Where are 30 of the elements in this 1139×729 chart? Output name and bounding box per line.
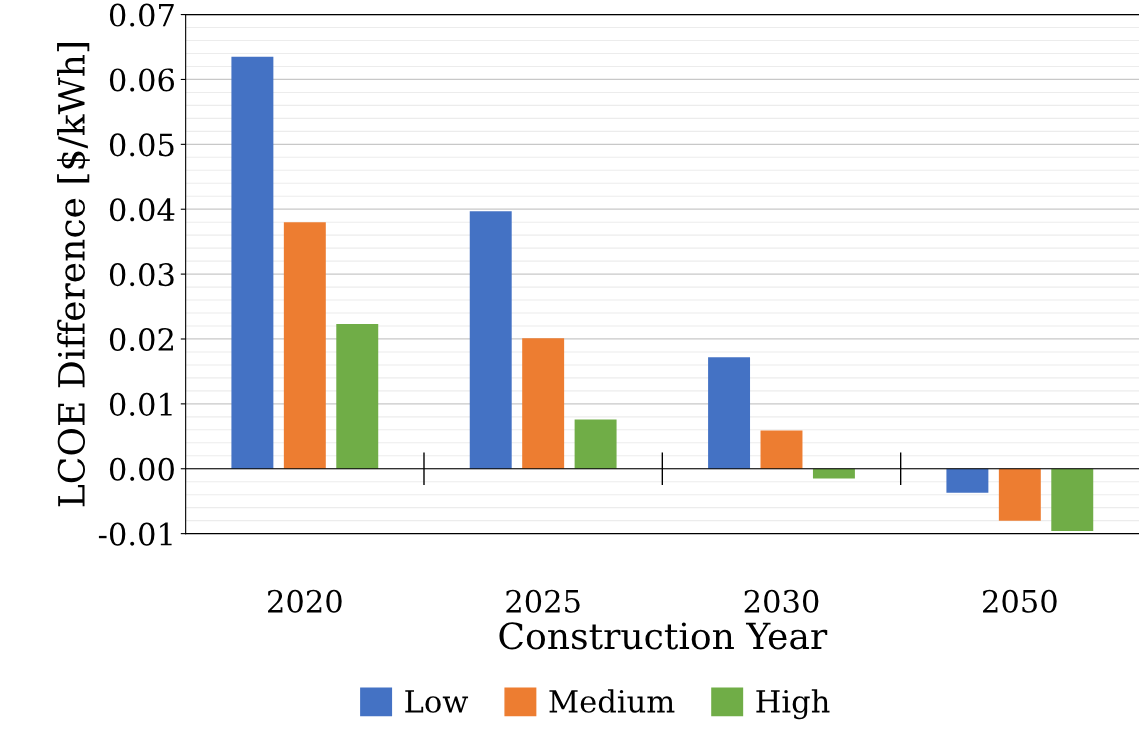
y-tick-label: 0.01 (109, 392, 172, 416)
x-tick-label: 2030 (744, 589, 819, 613)
bar (946, 468, 989, 493)
x-tick-label: 2050 (983, 589, 1057, 613)
bar (708, 357, 751, 469)
bar (574, 419, 617, 469)
y-tick-label: 0.00 (109, 457, 174, 481)
bar (812, 468, 855, 479)
y-tick-label: -0.01 (98, 522, 172, 546)
legend-label: Low (405, 690, 469, 713)
bar (336, 324, 379, 469)
bar (283, 222, 326, 469)
bar (522, 338, 565, 469)
y-tick-label: 0.05 (109, 133, 174, 157)
y-tick-label: 0.06 (109, 68, 175, 92)
legend-label: High (756, 689, 830, 720)
bar (231, 56, 274, 469)
y-tick-label: 0.04 (109, 198, 175, 222)
y-tick-label: 0.03 (109, 263, 174, 287)
x-tick-label: 2020 (268, 589, 342, 613)
bar (760, 430, 803, 469)
x-tick-label: 2025 (506, 589, 580, 613)
y-tick-label: 0.07 (109, 3, 174, 27)
y-axis-title: LCOE Difference [$/kWh] (57, 43, 90, 507)
legend-label: Medium (549, 689, 675, 713)
bar (1051, 468, 1094, 532)
bar (998, 468, 1041, 521)
y-tick-label: 0.02 (109, 327, 173, 352)
bar (469, 211, 512, 469)
x-axis-title: Construction Year (499, 622, 828, 650)
